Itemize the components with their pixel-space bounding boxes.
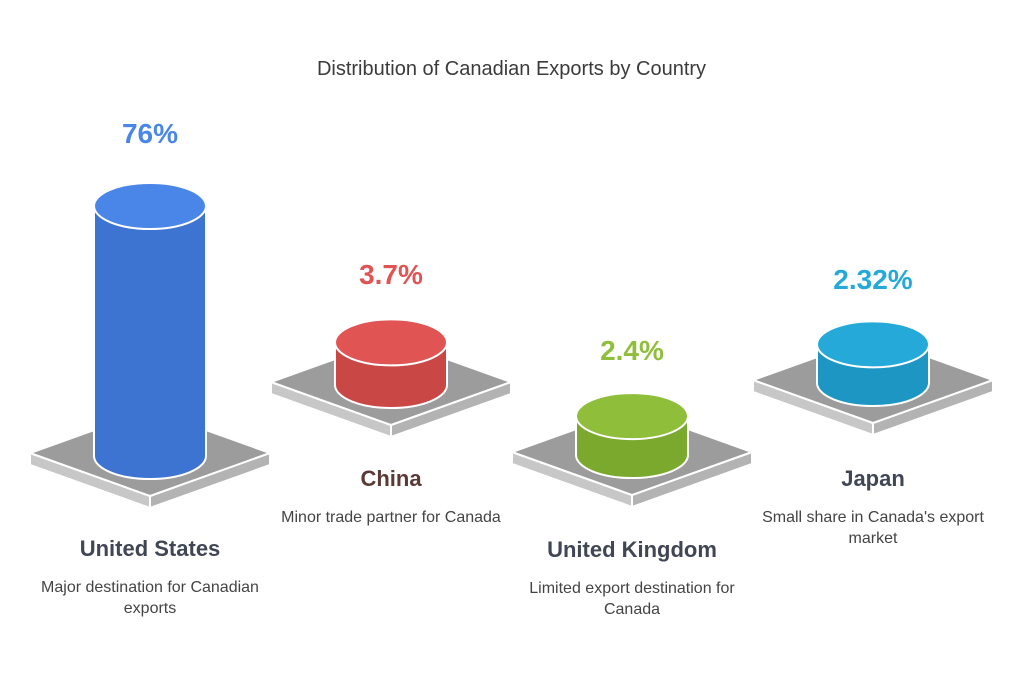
category-name-united-kingdom: United Kingdom (547, 537, 717, 562)
bar-united-states (93, 182, 207, 480)
description-united-kingdom: Limited export destination for Canada (529, 580, 735, 618)
description-united-states: Major destination for Canadian exports (41, 579, 259, 617)
bar-group-china (270, 318, 512, 438)
category-name-united-states: United States (79, 536, 221, 561)
bar-group-japan (752, 320, 994, 436)
value-label-united-kingdom: 2.4% (600, 335, 664, 366)
chart-title: Distribution of Canadian Exports by Coun… (316, 58, 707, 80)
value-label-united-states: 76% (121, 118, 179, 149)
bar-china (334, 318, 448, 409)
bar-group-united-kingdom (511, 392, 753, 508)
bar-united-kingdom (575, 392, 689, 479)
bar-japan (816, 320, 930, 407)
value-label-japan: 2.32% (833, 264, 913, 295)
description-china: Minor trade partner for Canada (281, 509, 501, 526)
value-label-china: 3.7% (359, 259, 423, 290)
category-name-china: China (360, 466, 422, 491)
bar-group-united-states (29, 182, 271, 509)
description-japan: Small share in Canada's export market (762, 509, 984, 547)
category-name-japan: Japan (841, 466, 905, 491)
